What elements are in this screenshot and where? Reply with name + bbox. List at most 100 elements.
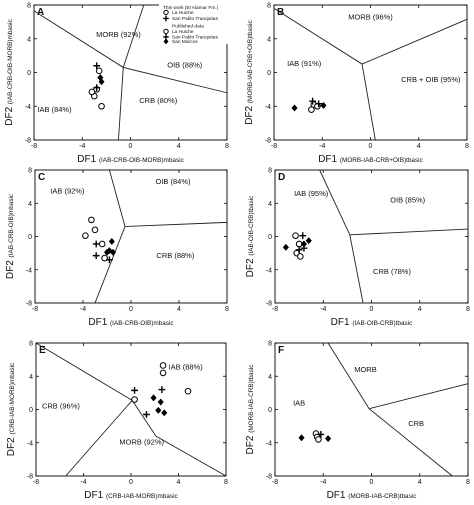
field-boundary bbox=[108, 169, 126, 227]
diagram-panel-d: -8 -4 0 4 8 8 4 0 -4 -8 IAB (95%) OIB (85%) CRB (78%… bbox=[245, 168, 470, 329]
sample-point-diamond bbox=[320, 101, 327, 109]
sample-point-cross bbox=[106, 256, 113, 264]
field-label: MORB (92%) bbox=[119, 437, 164, 446]
y-tick-label: 8 bbox=[267, 3, 271, 10]
field-label: IAB (92%) bbox=[50, 186, 85, 195]
plot-frame bbox=[274, 342, 469, 477]
field-boundary bbox=[319, 169, 351, 236]
x-tick-label: -8 bbox=[31, 143, 37, 150]
sample-point-cross bbox=[315, 100, 323, 108]
sample-point-diamond bbox=[324, 435, 332, 443]
y-tick-label: -4 bbox=[266, 267, 272, 274]
x-tick-label: 8 bbox=[225, 306, 229, 313]
field-boundary bbox=[155, 435, 227, 477]
field-label: MORB bbox=[354, 365, 377, 374]
sample-point-cross bbox=[299, 232, 307, 240]
x-tick-label: -8 bbox=[32, 306, 38, 313]
field-boundary bbox=[368, 408, 453, 477]
field-label: IAB (95%) bbox=[294, 189, 329, 198]
field-boundary bbox=[131, 400, 157, 437]
x-tick-label: -4 bbox=[80, 479, 86, 486]
sample-point-diamond bbox=[109, 248, 117, 256]
field-boundary bbox=[65, 400, 133, 477]
field-boundary bbox=[349, 228, 469, 236]
field-boundary bbox=[122, 4, 145, 68]
x-tick-label: 4 bbox=[177, 306, 181, 313]
field-boundary bbox=[349, 234, 364, 304]
y-axis-label: DF2 (IAB-CRB-OIB)mbasic bbox=[5, 193, 16, 279]
y-tick-label: 4 bbox=[268, 201, 272, 208]
legend-heading: This work (El Alamar Fm.) bbox=[163, 5, 219, 11]
panel-letter: F bbox=[278, 345, 284, 356]
x-axis-label: DF1 (IAB-CRB-OIB-MORB)mbasic bbox=[77, 154, 184, 165]
y-tick-label: 0 bbox=[27, 70, 31, 77]
panel-letter: A bbox=[37, 7, 44, 18]
x-tick-label: 0 bbox=[129, 143, 133, 150]
sample-point-diamond bbox=[282, 243, 289, 251]
sample-point-cross bbox=[93, 62, 101, 70]
field-label: CRB + OIB (95%) bbox=[401, 75, 461, 84]
x-axis-label: DF1 (IAB-OIB-CRB)tbasic bbox=[331, 317, 413, 328]
sample-point-circle bbox=[88, 88, 96, 96]
sample-point-cross bbox=[93, 84, 101, 92]
field-label: CRB (80%) bbox=[139, 96, 177, 105]
x-tick-label: 4 bbox=[177, 143, 181, 150]
y-tick-label: 8 bbox=[268, 168, 272, 175]
x-axis-label: DF1 (CRB-IAB-MORB)mbasic bbox=[84, 490, 178, 501]
field-label: CRB (88%) bbox=[156, 251, 194, 260]
field-boundary bbox=[117, 67, 124, 141]
legend-marker-circle bbox=[163, 9, 169, 16]
field-label: CRB (96%) bbox=[42, 402, 80, 411]
sample-point-circle bbox=[91, 226, 99, 234]
y-axis-label: DF2 (CRB-IAB-MORB)mbasic bbox=[6, 362, 17, 456]
field-label: IAB (84%) bbox=[37, 105, 72, 114]
y-tick-label: -8 bbox=[27, 474, 33, 481]
field-boundary bbox=[361, 63, 376, 141]
field-boundary bbox=[273, 7, 363, 65]
y-tick-label: 8 bbox=[29, 341, 33, 348]
y-tick-label: -4 bbox=[27, 440, 33, 447]
sample-point-diamond bbox=[300, 240, 308, 248]
x-tick-label: 8 bbox=[465, 143, 469, 150]
y-tick-label: 8 bbox=[28, 168, 32, 175]
x-tick-label: 4 bbox=[177, 479, 181, 486]
panel-letter: D bbox=[278, 172, 285, 183]
x-tick-label: 8 bbox=[466, 306, 470, 313]
legend-entry-label: San Pablo Tranquitas bbox=[172, 35, 218, 41]
field-label: CRB bbox=[408, 419, 424, 428]
sample-point-circle bbox=[159, 362, 167, 369]
field-boundary bbox=[368, 383, 469, 410]
sample-point-cross bbox=[143, 411, 150, 418]
sample-point-circle bbox=[98, 240, 106, 248]
field-label: MORB (96%) bbox=[348, 12, 393, 21]
y-tick-label: -4 bbox=[26, 267, 32, 274]
plot-frame bbox=[273, 4, 468, 141]
legend-entry-label: La Huiche bbox=[172, 29, 194, 35]
x-tick-label: -8 bbox=[272, 306, 278, 313]
sample-point-diamond bbox=[98, 78, 105, 86]
x-tick-label: -8 bbox=[272, 479, 278, 486]
diagram-panel-e: -8 -4 0 4 8 8 4 0 -4 -8 IAB (88%) CRB (96%) MORB (92… bbox=[6, 341, 228, 502]
sample-point-cross bbox=[92, 240, 100, 248]
x-tick-label: 4 bbox=[418, 306, 422, 313]
panel-letter: E bbox=[39, 345, 46, 356]
field-boundary bbox=[33, 10, 124, 68]
y-axis-label: DF2 (IAB-CRB-OIB-MORB)mbasic bbox=[4, 18, 15, 125]
x-tick-label: 8 bbox=[466, 479, 470, 486]
x-tick-label: 0 bbox=[129, 306, 133, 313]
field-boundary bbox=[361, 18, 468, 65]
panel-letter: B bbox=[277, 7, 284, 18]
field-boundary bbox=[123, 67, 228, 94]
y-axis-label: DF2 (MORB-IAB-CRB+OIB)tbasic bbox=[244, 19, 255, 124]
sample-point-diamond bbox=[161, 409, 168, 417]
y-axis-label: DF2 (IAB-OIB-CRB)tbasic bbox=[245, 195, 256, 277]
diagram-panel-f: -8 -4 0 4 8 8 4 0 -4 -8 MORB IAB CRB F DF1 (MORB-IAB-C… bbox=[245, 341, 470, 502]
sample-point-diamond bbox=[108, 237, 115, 246]
field-label: CRB (78%) bbox=[373, 267, 411, 276]
x-tick-label: -4 bbox=[80, 306, 86, 313]
x-tick-label: -4 bbox=[79, 143, 85, 150]
diagram-panel-c: -8 -4 0 4 8 8 4 0 -4 -8 IAB (92%) OIB (84%) CRB (88%… bbox=[5, 168, 229, 329]
diagram-panel-b: -8 -4 0 4 8 8 4 0 -4 -8 MORB (96%) IAB (91%) CRB + O… bbox=[244, 3, 469, 166]
field-label: MORB (92%) bbox=[96, 30, 141, 39]
